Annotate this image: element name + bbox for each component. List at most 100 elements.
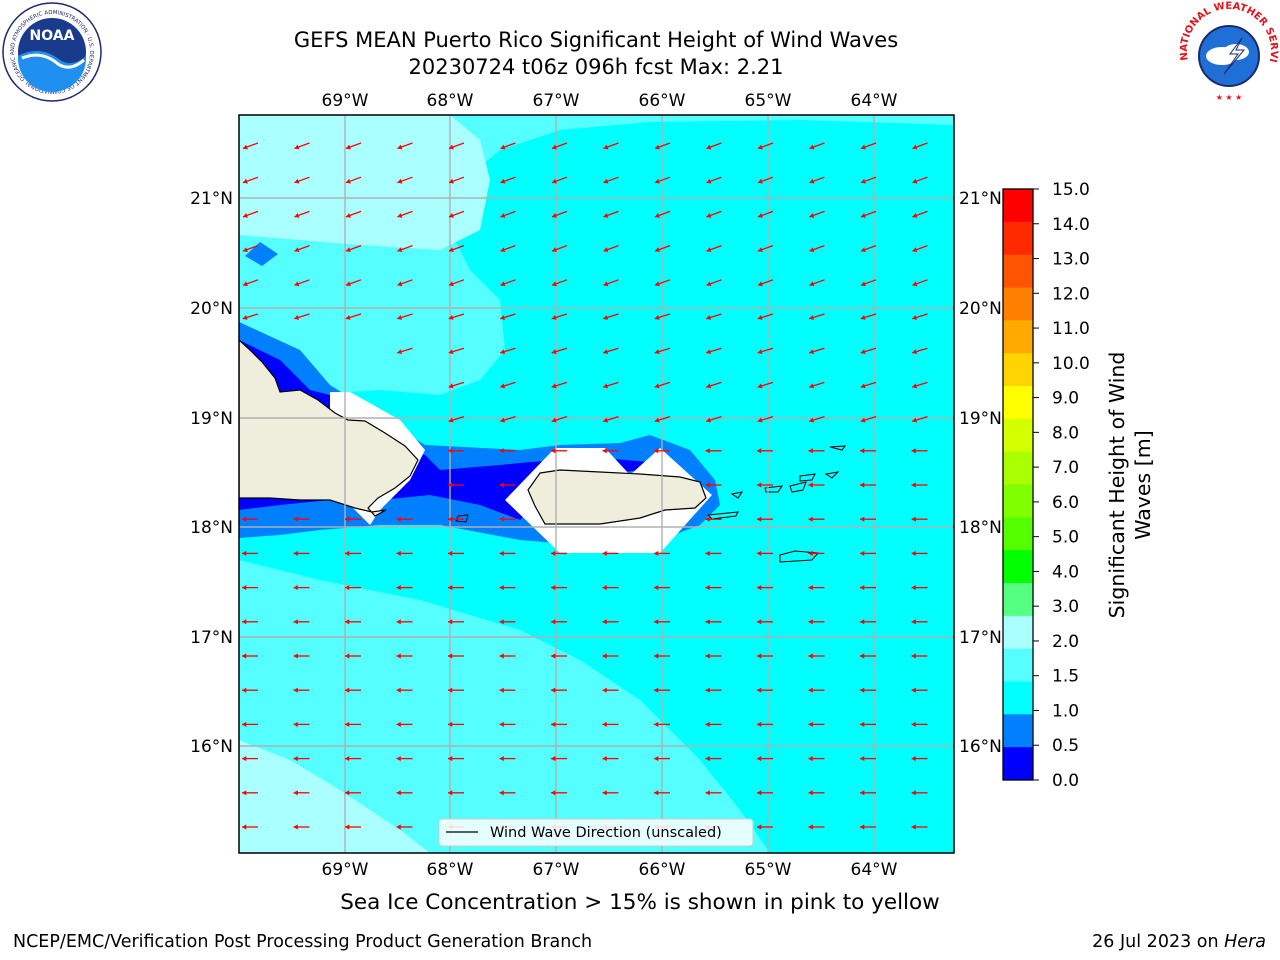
noaa-logo: NATIONAL OCEANIC AND ATMOSPHERIC ADMINIS…	[0, 0, 102, 102]
wave-direction-arrow	[912, 313, 928, 320]
lon-label-bottom: 66°W	[639, 860, 686, 880]
wave-direction-arrow	[808, 790, 825, 796]
wave-direction-arrow	[602, 653, 619, 659]
noaa-wordmark: NOAA	[30, 28, 75, 44]
wave-direction-arrow	[294, 176, 310, 184]
wave-direction-arrow	[345, 721, 361, 727]
wave-direction-arrow	[757, 756, 773, 762]
wave-direction-arrow	[242, 824, 258, 830]
water-field-2-3m-south	[239, 740, 430, 853]
colorbar-segment	[1003, 386, 1033, 420]
colorbar-tick-label: 12.0	[1052, 284, 1090, 304]
wave-direction-arrow	[809, 176, 825, 184]
wave-direction-arrow	[912, 415, 928, 423]
wave-direction-arrow	[499, 619, 516, 625]
wave-direction-arrow	[551, 176, 568, 184]
wave-direction-arrow	[911, 516, 928, 522]
wave-direction-arrow	[294, 244, 310, 253]
wave-direction-arrow	[912, 176, 928, 184]
wave-direction-arrow	[397, 347, 413, 355]
wave-direction-arrow	[603, 244, 619, 253]
colorbar-label-line1: Significant Height of Wind	[1105, 352, 1129, 619]
wave-direction-arrow	[242, 619, 258, 625]
wave-direction-arrow	[500, 210, 516, 218]
wave-direction-arrow	[293, 756, 310, 762]
wave-direction-arrow	[448, 516, 464, 522]
wave-direction-arrow	[912, 859, 928, 864]
wave-direction-arrow	[757, 721, 773, 727]
wave-direction-arrow	[808, 448, 825, 454]
colorbar-segment	[1003, 287, 1033, 321]
wave-direction-arrow	[809, 142, 825, 150]
land-anguilla	[824, 445, 847, 479]
wave-direction-arrow	[293, 585, 310, 591]
colorbar-segment	[1003, 320, 1033, 354]
wave-direction-arrow	[551, 210, 568, 218]
wave-direction-arrow	[397, 279, 413, 287]
colorbar-tick-label: 2.0	[1052, 632, 1079, 652]
wave-direction-arrow	[809, 313, 825, 320]
wave-direction-arrow	[396, 756, 413, 762]
wave-direction-arrow	[808, 824, 825, 830]
lat-label-left: 17°N	[190, 628, 233, 648]
wave-direction-arrow	[654, 653, 670, 659]
lat-label-right: 20°N	[959, 299, 1002, 319]
wave-direction-arrow	[242, 142, 259, 150]
colorbar-segment	[1003, 418, 1033, 453]
wave-direction-arrow	[705, 790, 722, 796]
wave-direction-arrow	[706, 859, 722, 864]
wave-direction-arrow	[602, 448, 619, 454]
wave-direction-arrow	[757, 279, 774, 287]
lat-label-right: 21°N	[959, 189, 1002, 209]
colorbar-tick-label: 4.0	[1052, 562, 1079, 582]
graticule	[239, 115, 954, 853]
colorbar-tick-label: 10.0	[1052, 354, 1090, 374]
wave-direction-arrow	[808, 756, 825, 762]
wave-direction-arrow	[396, 619, 413, 625]
wave-direction-arrow	[448, 313, 465, 320]
colorbar-segment	[1003, 189, 1033, 223]
wave-direction-arrow	[603, 279, 619, 287]
wave-direction-arrow	[809, 279, 825, 287]
wave-direction-arrow	[396, 790, 413, 796]
wave-direction-arrow	[396, 516, 413, 522]
wave-direction-arrow	[705, 516, 722, 522]
colorbar-segment	[1003, 353, 1033, 387]
wave-direction-arrow	[551, 756, 567, 762]
wave-direction-arrow	[860, 347, 877, 355]
lon-label-bottom: 68°W	[427, 860, 474, 880]
wave-direction-arrow	[396, 653, 413, 659]
wave-direction-arrow	[448, 756, 464, 762]
wave-direction-arrow	[448, 244, 465, 253]
wave-direction-arrow	[551, 244, 568, 253]
wave-direction-arrow	[345, 176, 362, 184]
colorbar-tick-label: 8.0	[1052, 423, 1079, 443]
wave-direction-arrow	[860, 244, 877, 253]
lon-label-top: 69°W	[322, 91, 369, 111]
wave-direction-arrow	[500, 279, 516, 287]
wave-direction-arrow	[860, 279, 877, 287]
wave-direction-arrow	[706, 210, 722, 218]
colorbar-tick-label: 11.0	[1052, 319, 1090, 339]
wave-direction-arrow	[705, 448, 722, 454]
wave-direction-arrow	[808, 516, 825, 522]
wave-direction-arrow	[293, 687, 310, 693]
lat-label-right: 19°N	[959, 409, 1002, 429]
wave-direction-arrow	[551, 585, 567, 591]
wave-direction-arrow	[757, 482, 773, 488]
wave-direction-arrow	[602, 687, 619, 693]
chart-title: GEFS MEAN Puerto Rico Significant Height…	[293, 28, 899, 52]
wave-direction-arrow	[397, 859, 413, 864]
wave-direction-arrow	[757, 550, 773, 556]
wave-direction-arrow	[911, 482, 928, 488]
colorbar-segment	[1003, 221, 1033, 256]
wave-direction-arrow	[757, 516, 773, 522]
wave-direction-arrow	[448, 721, 464, 727]
colorbar-frame	[1002, 188, 1034, 781]
wave-direction-arrow	[551, 279, 568, 287]
lat-label-right: 16°N	[959, 737, 1002, 757]
wave-direction-arrow	[602, 585, 619, 591]
colorbar-tick-label: 0.0	[1052, 771, 1079, 791]
wave-direction-arrow	[860, 176, 877, 184]
wave-direction-arrow	[602, 550, 619, 556]
